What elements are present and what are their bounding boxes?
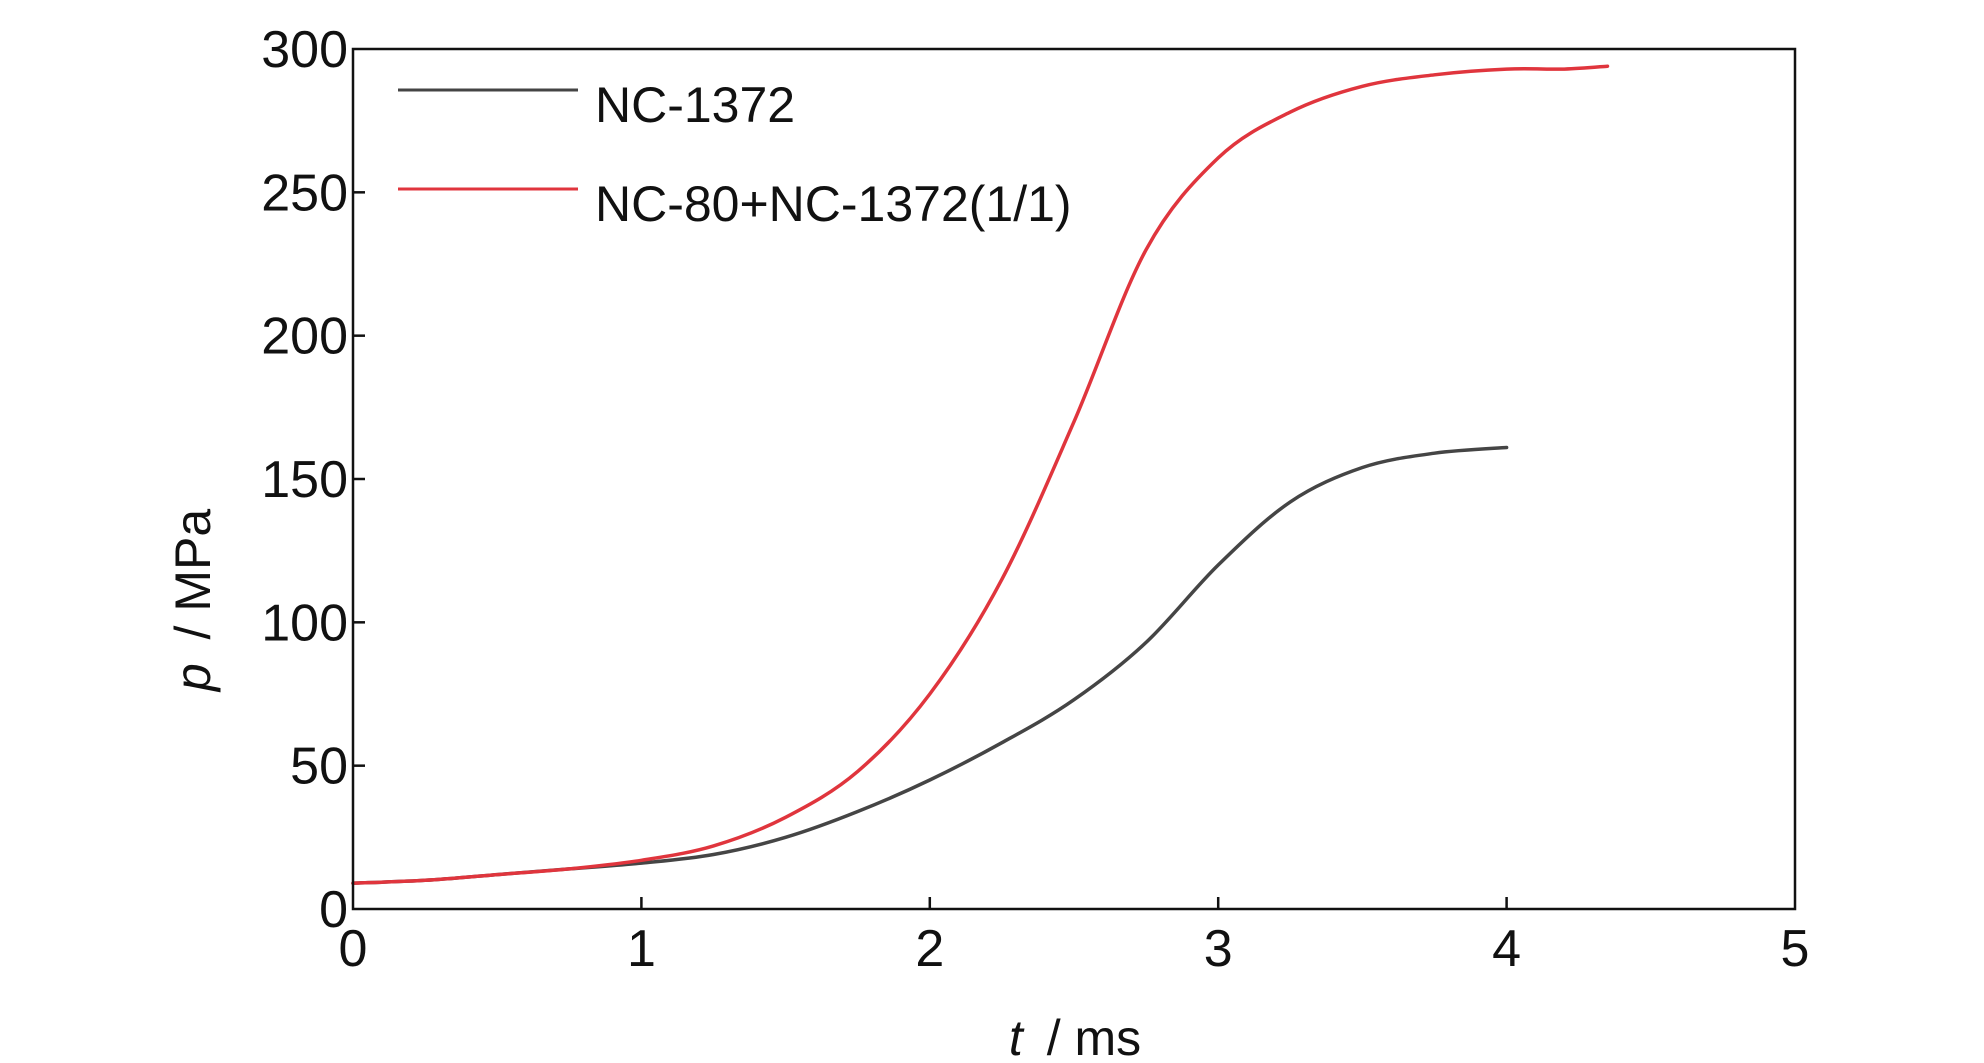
legend-label-nc80-nc1372: NC-80+NC-1372(1/1) [595, 176, 1072, 232]
y-tick-label: 150 [261, 451, 348, 509]
plot-lines [351, 64, 1610, 885]
x-tick-label: 0 [339, 920, 368, 978]
y-tick-label: 50 [290, 738, 348, 796]
x-tick-label: 2 [915, 920, 944, 978]
x-axis-ticks: 0 1 2 3 4 5 [339, 897, 1810, 978]
y-tick-label: 300 [261, 21, 348, 79]
series-line-1 [351, 64, 1610, 885]
y-tick-label: 0 [319, 881, 348, 939]
y-axis-label: p / MPa [165, 509, 221, 694]
y-tick-label: 250 [261, 164, 348, 222]
x-tick-label: 4 [1492, 920, 1521, 978]
y-axis-unit: / MPa [165, 509, 221, 640]
y-tick-label: 200 [261, 308, 348, 366]
x-axis-label: t / ms [1009, 1010, 1141, 1063]
series-line-0 [351, 445, 1509, 885]
y-tick-label: 100 [261, 594, 348, 652]
legend: NC-1372 NC-80+NC-1372(1/1) [385, 60, 1125, 260]
y-axis-ticks: 0 50 100 150 200 250 300 [261, 21, 365, 939]
x-tick-label: 5 [1781, 920, 1810, 978]
x-axis-unit: / ms [1047, 1010, 1141, 1063]
legend-label-nc1372: NC-1372 [595, 77, 795, 133]
y-axis-variable: p [165, 663, 221, 693]
x-axis-variable: t [1009, 1010, 1025, 1063]
x-tick-label: 3 [1204, 920, 1233, 978]
x-tick-label: 1 [627, 920, 656, 978]
legend-background [385, 60, 1125, 260]
